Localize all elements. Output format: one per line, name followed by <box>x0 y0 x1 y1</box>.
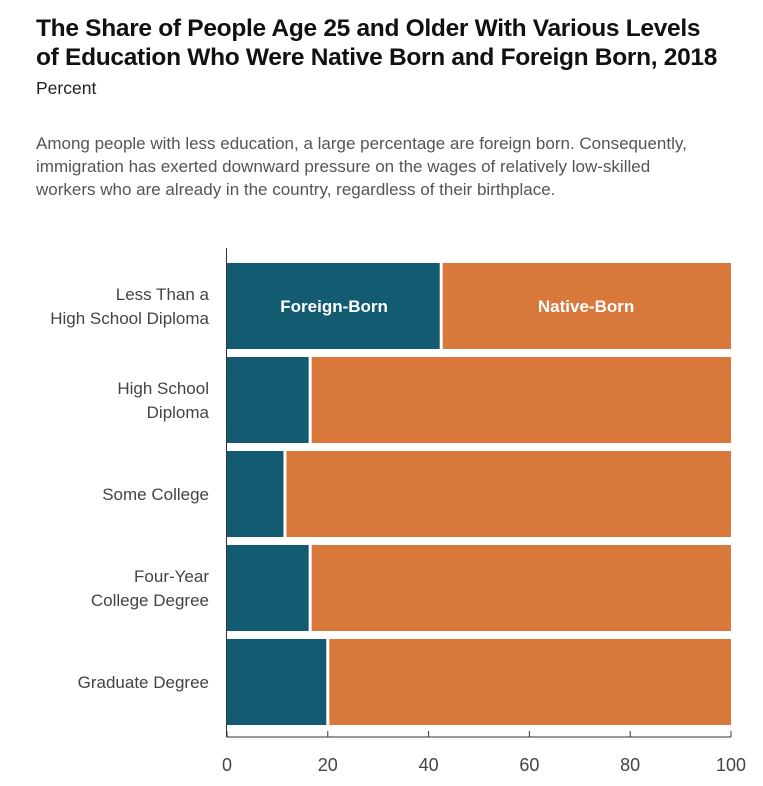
category-label: Graduate Degree <box>78 673 209 692</box>
category-label: Some College <box>102 485 209 504</box>
category-label: High School Diploma <box>50 309 209 328</box>
bar-foreign-born-2 <box>227 451 284 537</box>
series-label-native-born: Native-Born <box>538 297 634 316</box>
x-tick-label: 40 <box>419 755 439 775</box>
x-tick-label: 80 <box>620 755 640 775</box>
bar-native-born-3 <box>311 545 731 631</box>
bar-foreign-born-4 <box>227 639 327 725</box>
bar-native-born-0 <box>442 263 731 349</box>
stacked-bar-chart: Less Than a High School Diploma High Schoo… <box>50 248 746 775</box>
x-tick-label: 60 <box>519 755 539 775</box>
bar-native-born-2 <box>286 451 731 537</box>
bar-foreign-born-3 <box>227 545 309 631</box>
description-line: Among people with less education, a larg… <box>36 134 687 153</box>
chart-subtitle: Percent <box>36 78 97 98</box>
category-label: College Degree <box>91 591 209 610</box>
bar-native-born-4 <box>329 639 731 725</box>
chart-title-line: The Share of People Age 25 and Older Wit… <box>36 15 701 42</box>
x-tick-label: 100 <box>716 755 746 775</box>
bar-foreign-born-0 <box>227 263 440 349</box>
chart-title-line: of Education Who Were Native Born and Fo… <box>36 44 718 71</box>
x-tick-label: 20 <box>318 755 338 775</box>
bar-foreign-born-1 <box>227 357 309 443</box>
chart-description: Among people with less education, a larg… <box>36 132 756 201</box>
description-line: immigration has exerted downward pressur… <box>36 157 651 176</box>
chart-title: The Share of People Age 25 and Older Wit… <box>36 14 756 72</box>
category-label: High School <box>117 379 209 398</box>
series-label-foreign-born: Foreign-Born <box>280 297 388 316</box>
category-label: Less Than a <box>116 285 210 304</box>
category-label: Four-Year <box>134 567 209 586</box>
bar-native-born-1 <box>311 357 731 443</box>
description-line: workers who are already in the country, … <box>36 180 556 199</box>
x-tick-label: 0 <box>222 755 232 775</box>
category-label: Diploma <box>147 403 210 422</box>
